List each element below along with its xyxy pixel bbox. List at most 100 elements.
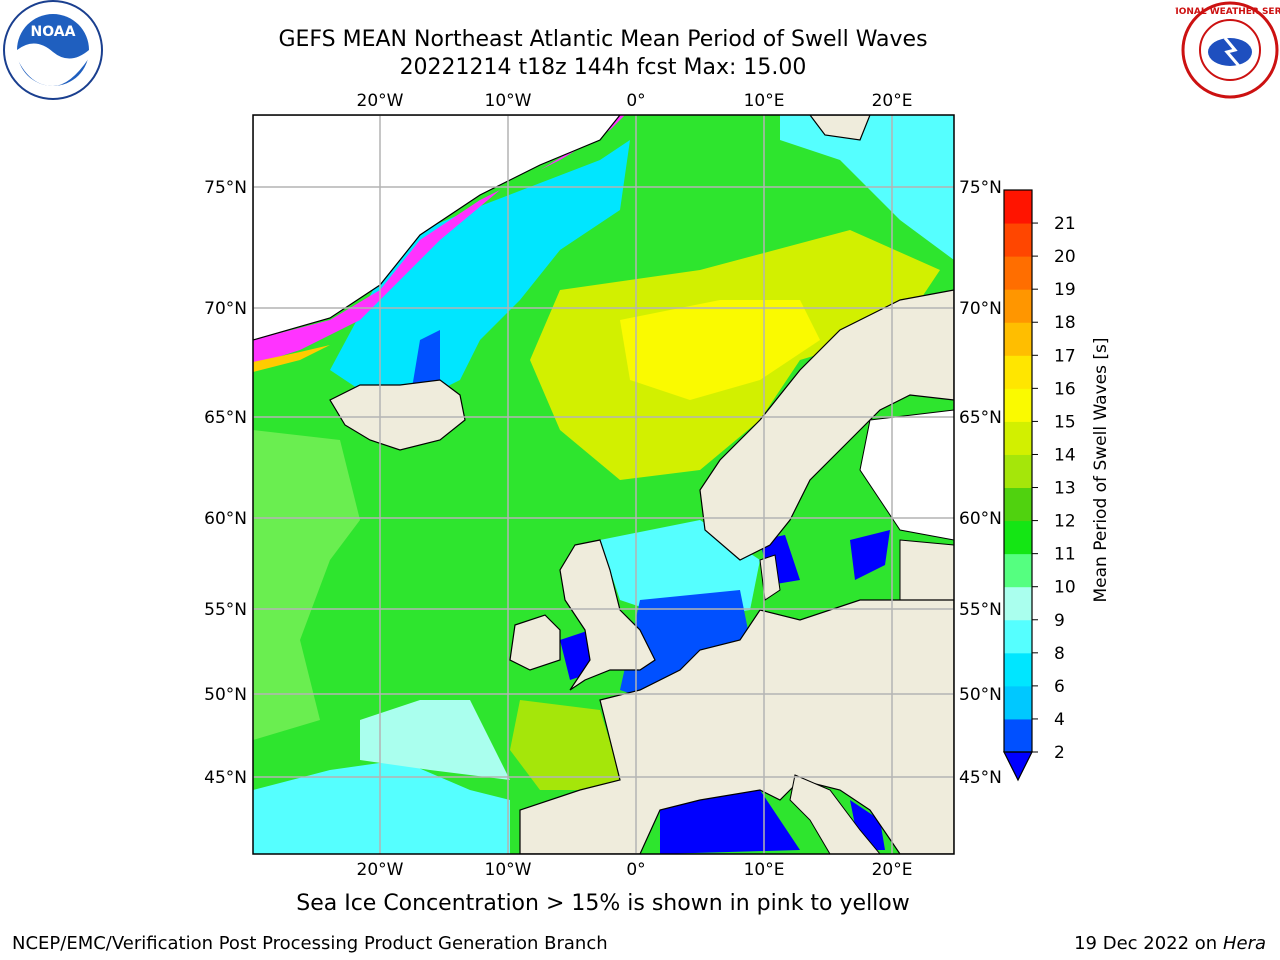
lat-label-right: 60°N <box>959 509 1002 529</box>
lat-label-left: 75°N <box>204 178 247 198</box>
colorbar-tick-label: 12 <box>1054 512 1076 532</box>
lat-label-right: 55°N <box>959 600 1002 620</box>
swell-field-mediterranean-blue <box>660 790 800 854</box>
lon-label-bottom: 10°W <box>485 860 532 880</box>
colorbar-tick-label: 19 <box>1054 280 1076 300</box>
noaa-logo-text: NOAA <box>31 24 76 40</box>
nws-logo-text: NATIONAL WEATHER SERVICE <box>1175 7 1280 17</box>
lon-label-top: 0° <box>626 91 645 111</box>
colorbar-tick-label: 16 <box>1054 379 1076 399</box>
lat-label-left: 60°N <box>204 509 247 529</box>
lon-label-bottom: 10°E <box>744 860 785 880</box>
lon-label-bottom: 20°E <box>872 860 913 880</box>
nws-logo: NATIONAL WEATHER SERVICE <box>1175 1 1280 99</box>
colorbar-tick-label: 6 <box>1054 677 1065 697</box>
longitude-labels-bottom: 20°W 10°W 0° 10°E 20°E <box>357 860 913 880</box>
graticule <box>253 115 954 854</box>
swell-field-west-lightgreen <box>253 430 360 740</box>
colorbar-segment <box>1004 223 1032 257</box>
colorbar-segment <box>1004 487 1032 522</box>
footer-date: 19 Dec 2022 on Hera <box>1074 933 1266 954</box>
lat-label-right: 70°N <box>959 299 1002 319</box>
colorbar: 2 4 6 8 9 10 11 12 13 14 15 16 17 18 19 20 21 <box>1003 189 1076 782</box>
colorbar-segment <box>1004 289 1032 323</box>
lon-label-top: 10°E <box>744 91 785 111</box>
italy <box>789 774 881 854</box>
lat-label-left: 50°N <box>204 685 247 705</box>
map-panel <box>253 115 954 854</box>
colorbar-segment <box>1004 718 1032 753</box>
colorbar-tick-label: 8 <box>1054 644 1065 664</box>
colorbar-tick-label: 10 <box>1054 578 1076 598</box>
lon-label-bottom: 20°W <box>357 860 404 880</box>
colorbar-tick-label: 11 <box>1054 545 1076 565</box>
colorbar-tick-label: 21 <box>1054 214 1076 234</box>
lat-label-left: 55°N <box>204 600 247 620</box>
swell-field-southwest-cyan <box>253 760 510 854</box>
continental-europe <box>519 599 954 854</box>
colorbar-segment <box>1004 421 1032 455</box>
lon-label-top: 10°W <box>485 91 532 111</box>
lat-label-left: 70°N <box>204 299 247 319</box>
colorbar-tick-label: 2 <box>1054 743 1065 763</box>
map-frame <box>252 114 955 855</box>
colorbar-segment <box>1004 652 1032 687</box>
greenland <box>253 115 621 341</box>
lat-label-right: 50°N <box>959 685 1002 705</box>
colorbar-under-arrow <box>1003 751 1033 782</box>
chart-title: GEFS MEAN Northeast Atlantic Mean Period… <box>278 27 928 52</box>
footer-branch: NCEP/EMC/Verification Post Processing Pr… <box>12 933 608 954</box>
sea-ice-edge-yellow <box>253 345 330 372</box>
footer-date-text: 19 Dec 2022 on <box>1074 933 1218 954</box>
lon-label-top: 20°W <box>357 91 404 111</box>
noaa-logo: NOAA <box>3 0 103 100</box>
lat-label-left: 65°N <box>204 408 247 428</box>
colorbar-segment <box>1004 256 1032 290</box>
colorbar-tick-label: 4 <box>1054 710 1065 730</box>
swell-field-norwegian-core <box>620 300 820 400</box>
colorbar-segment <box>1004 619 1032 654</box>
svalbard <box>809 115 871 141</box>
colorbar-segment <box>1004 190 1032 224</box>
iceland <box>329 379 466 451</box>
baltic-states <box>899 539 954 601</box>
latitude-labels-left: 75°N 70°N 65°N 60°N 55°N 50°N 45°N <box>204 178 247 788</box>
colorbar-tick-label: 9 <box>1054 611 1065 631</box>
colorbar-tick-label: 14 <box>1054 445 1076 465</box>
colorbar-tick-label: 15 <box>1054 412 1076 432</box>
lat-label-right: 65°N <box>959 408 1002 428</box>
latitude-labels-right: 75°N 70°N 65°N 60°N 55°N 50°N 45°N <box>959 178 1002 788</box>
colorbar-tick-label: 18 <box>1054 313 1076 333</box>
great-britain <box>559 539 656 691</box>
swell-field-greenland-cyan <box>330 140 630 400</box>
colorbar-segment <box>1004 322 1032 356</box>
swell-field-biscay-green <box>510 700 625 790</box>
footer-host: Hera <box>1222 933 1266 954</box>
colorbar-segment <box>1004 520 1032 555</box>
colorbar-outline <box>1003 189 1033 753</box>
swell-field-barents-cyan <box>780 115 954 260</box>
sea-ice-edge <box>253 115 625 365</box>
ireland <box>509 614 561 671</box>
colorbar-segment <box>1004 586 1032 621</box>
lon-label-top: 20°E <box>872 91 913 111</box>
colorbar-tick-label: 17 <box>1054 346 1076 366</box>
lat-label-right: 75°N <box>959 178 1002 198</box>
colorbar-tick-label: 20 <box>1054 247 1076 267</box>
swell-field-channel-blue <box>620 590 750 700</box>
colorbar-segment <box>1004 685 1032 720</box>
lon-label-bottom: 0° <box>626 860 645 880</box>
swell-field-baltic-blue <box>850 530 890 580</box>
forecast-subtitle: 20221214 t18z 144h fcst Max: 15.00 <box>399 55 807 80</box>
lat-label-left: 45°N <box>204 768 247 788</box>
finland-sweden <box>859 409 954 541</box>
lat-label-right: 45°N <box>959 768 1002 788</box>
colorbar-segment <box>1004 553 1032 588</box>
colorbar-label: Mean Period of Swell Waves [s] <box>1091 338 1111 603</box>
sea-ice-note: Sea Ice Concentration > 15% is shown in … <box>296 891 910 916</box>
colorbar-segment <box>1004 355 1032 389</box>
longitude-labels-top: 20°W 10°W 0° 10°E 20°E <box>357 91 913 111</box>
swell-field-central-lightgreen <box>360 700 510 780</box>
colorbar-tick-label: 13 <box>1054 479 1076 499</box>
